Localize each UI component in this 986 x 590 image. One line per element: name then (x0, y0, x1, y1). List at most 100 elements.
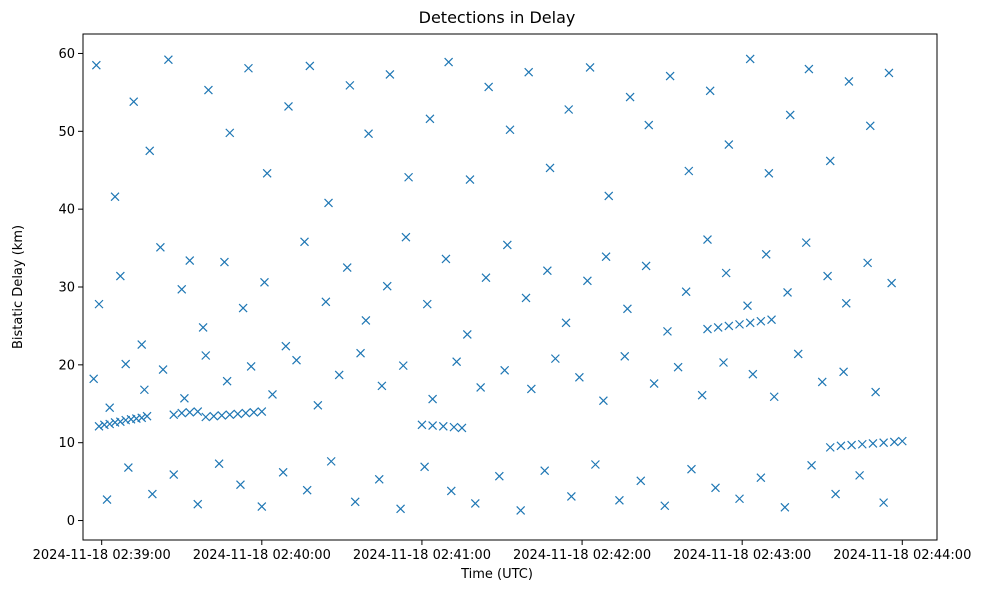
data-point (879, 438, 889, 448)
data-point (257, 407, 267, 416)
x-tick-label: 2024-11-18 02:43:00 (673, 548, 811, 563)
data-point (110, 192, 120, 202)
data-point (705, 86, 715, 96)
data-point (767, 315, 776, 325)
data-point (89, 374, 99, 384)
data-point (238, 303, 248, 313)
data-point (345, 80, 355, 90)
y-axis: 0 10 20 30 40 50 60 (58, 47, 83, 529)
markers-group (89, 54, 907, 515)
data-point (465, 175, 475, 184)
data-point (115, 271, 125, 281)
data-point (644, 120, 654, 130)
data-point (871, 387, 881, 397)
data-point (177, 408, 187, 418)
data-point (884, 68, 894, 78)
data-point (262, 168, 272, 178)
data-point (444, 57, 454, 67)
data-point (364, 129, 373, 139)
data-point (823, 271, 833, 281)
data-point (441, 254, 451, 264)
data-point (292, 355, 301, 365)
data-point (398, 361, 408, 371)
data-point (241, 408, 251, 418)
data-point (590, 460, 600, 469)
data-point (719, 358, 728, 367)
data-point (665, 71, 675, 81)
data-point (542, 266, 552, 276)
data-point (123, 463, 133, 473)
data-point (244, 63, 253, 73)
y-tick-label: 60 (58, 47, 75, 62)
data-point (417, 420, 427, 430)
data-point (831, 489, 841, 499)
data-point (673, 362, 683, 372)
data-point (404, 172, 414, 182)
data-point (225, 410, 235, 420)
data-point (756, 473, 766, 483)
data-point (721, 268, 731, 278)
data-point (321, 297, 331, 307)
data-point (115, 417, 125, 427)
data-point (521, 293, 531, 303)
data-point (476, 382, 486, 392)
data-point (505, 125, 515, 135)
data-point (198, 323, 208, 332)
data-point (756, 316, 766, 326)
data-point (94, 421, 104, 431)
data-point (169, 470, 179, 480)
data-point (361, 316, 371, 325)
data-point (313, 400, 323, 410)
data-point (382, 281, 392, 291)
data-point (564, 105, 574, 114)
data-point (374, 474, 384, 484)
data-point (804, 64, 814, 74)
y-tick-label: 0 (67, 514, 75, 529)
data-point (428, 394, 438, 404)
data-point (334, 370, 344, 380)
data-point (817, 377, 827, 387)
data-point (324, 198, 333, 208)
data-point (246, 361, 256, 371)
data-point (222, 376, 232, 386)
data-point (897, 436, 907, 446)
data-point (697, 390, 707, 400)
data-point (449, 422, 459, 432)
data-point (201, 351, 211, 360)
data-point (526, 384, 536, 394)
data-point (724, 321, 734, 331)
data-point (204, 85, 213, 95)
data-point (502, 240, 512, 250)
data-point (121, 359, 131, 369)
data-point (868, 439, 878, 448)
data-point (855, 470, 865, 480)
data-point (743, 301, 752, 311)
data-point (836, 441, 846, 451)
data-point (748, 369, 758, 379)
data-point (462, 330, 472, 339)
x-tick-label: 2024-11-18 02:39:00 (33, 548, 171, 563)
data-point (604, 191, 614, 201)
data-point (863, 258, 873, 268)
data-point (825, 442, 835, 452)
data-point (540, 466, 550, 476)
data-point (825, 156, 835, 166)
data-point (193, 499, 203, 509)
data-point (257, 502, 267, 511)
data-point (281, 341, 291, 351)
data-point (703, 324, 712, 334)
data-point (625, 92, 635, 102)
data-point (326, 456, 336, 466)
data-point (711, 483, 720, 493)
data-point (500, 365, 510, 375)
y-tick-label: 10 (58, 436, 75, 451)
data-point (735, 319, 744, 329)
data-point (249, 407, 259, 417)
data-point (745, 318, 755, 328)
x-tick-label: 2024-11-18 02:40:00 (193, 548, 331, 563)
data-point (105, 419, 115, 429)
data-point (807, 460, 816, 470)
data-point (428, 421, 438, 430)
data-point (457, 423, 467, 433)
